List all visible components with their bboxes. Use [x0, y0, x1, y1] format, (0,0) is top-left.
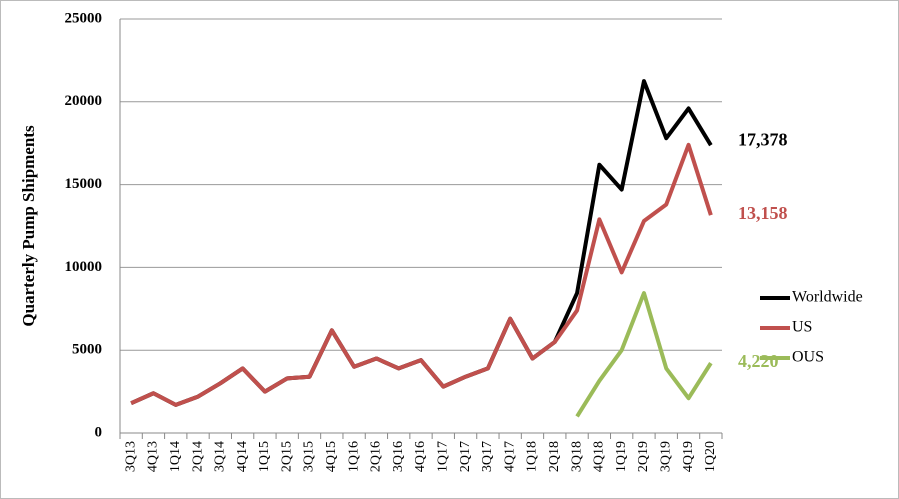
x-tick-label: 3Q16 — [391, 441, 406, 472]
y-tick-label: 5000 — [72, 342, 102, 358]
data-label: 13,158 — [738, 203, 788, 223]
x-tick-label: 1Q19 — [614, 441, 629, 472]
x-tick-label: 3Q15 — [302, 441, 317, 472]
data-label: 4,220 — [738, 351, 779, 371]
y-axis-label: Quarterly Pump Shipments — [19, 125, 38, 327]
series-line — [575, 291, 713, 418]
legend-label: US — [792, 319, 812, 336]
x-tick-label: 2Q16 — [369, 441, 384, 472]
x-tick-label: 3Q14 — [213, 441, 228, 472]
x-tick-label: 4Q13 — [146, 441, 161, 472]
y-tick-label: 0 — [95, 424, 103, 440]
x-tick-label: 3Q17 — [480, 441, 495, 472]
legend-label: OUS — [792, 349, 824, 366]
data-label: 17,378 — [738, 129, 788, 149]
x-tick-label: 1Q17 — [436, 441, 451, 472]
x-tick-label: 2Q17 — [458, 441, 473, 472]
x-tick-label: 1Q20 — [703, 441, 718, 472]
x-tick-label: 3Q19 — [658, 441, 673, 472]
x-tick-label: 3Q13 — [123, 441, 138, 472]
x-tick-label: 2Q18 — [547, 441, 562, 472]
x-tick-label: 3Q18 — [569, 441, 584, 472]
x-tick-label: 2Q15 — [279, 441, 294, 472]
x-tick-label: 4Q17 — [502, 441, 517, 472]
legend-label: Worldwide — [792, 289, 863, 306]
series-line — [130, 142, 713, 407]
x-tick-label: 1Q15 — [257, 441, 272, 472]
x-tick-label: 1Q14 — [168, 441, 183, 472]
x-tick-label: 4Q14 — [235, 441, 250, 472]
x-tick-label: 1Q18 — [525, 441, 540, 472]
y-tick-label: 10000 — [65, 259, 103, 275]
x-tick-label: 4Q15 — [324, 441, 339, 472]
y-tick-label: 25000 — [65, 10, 103, 26]
x-tick-label: 2Q19 — [636, 441, 651, 472]
x-tick-label: 1Q16 — [346, 441, 361, 472]
x-tick-label: 4Q16 — [413, 441, 428, 472]
x-tick-label: 4Q18 — [592, 441, 607, 472]
x-tick-label: 2Q14 — [190, 441, 205, 472]
x-tick-label: 4Q19 — [681, 441, 696, 472]
y-tick-label: 15000 — [65, 176, 103, 192]
y-tick-label: 20000 — [65, 93, 103, 109]
